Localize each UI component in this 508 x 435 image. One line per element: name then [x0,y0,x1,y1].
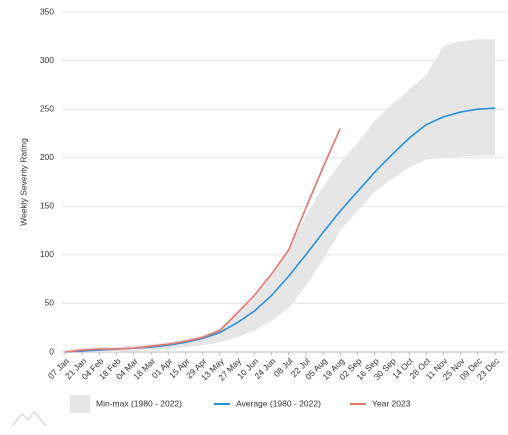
legend-label: Min-max (1980 - 2022) [96,398,182,408]
y-tick-label: 300 [40,55,54,65]
y-axis-label: Weekly Severity Rating [18,138,28,226]
legend-label: Average (1980 - 2022) [236,398,321,408]
logo [11,411,47,427]
y-tick-label: 0 [49,346,54,356]
line [64,128,341,353]
y-tick-label: 350 [40,6,54,16]
y-tick-label: 50 [45,298,55,308]
legend-label: Year 2023 [372,398,411,408]
y-tick-label: 100 [40,249,54,259]
legend-swatch [70,395,90,413]
y-tick-label: 150 [40,201,54,211]
y-tick-label: 250 [40,103,54,113]
y-tick-label: 200 [40,152,54,162]
min-max-band [65,39,495,352]
